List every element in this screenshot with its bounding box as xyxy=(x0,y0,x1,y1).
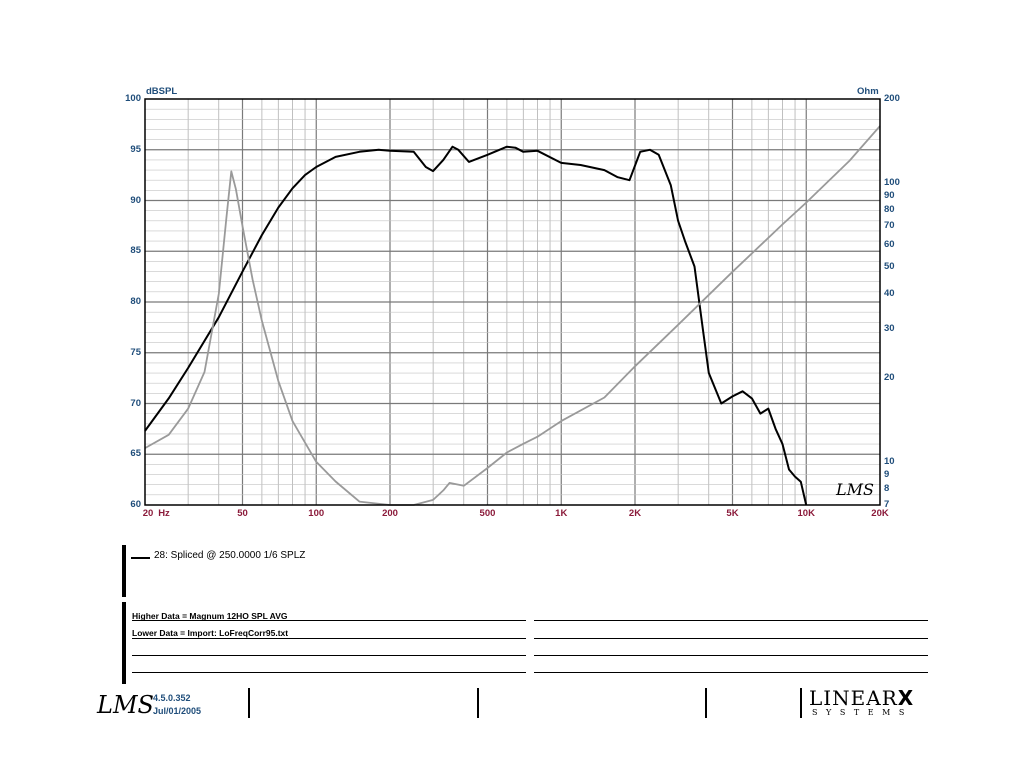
series-group xyxy=(144,125,881,506)
y-tick-label: 80 xyxy=(130,296,141,307)
y2-tick-label: 80 xyxy=(884,203,895,215)
footer-divider xyxy=(705,688,707,718)
y2-tick-label: 200 xyxy=(884,93,900,104)
y-tick-label: 100 xyxy=(125,93,141,104)
x-tick-label: 2K xyxy=(628,508,642,519)
y2-tick-label: 60 xyxy=(884,238,895,250)
x-tick-label: 200 xyxy=(382,508,398,519)
y2-tick-label: 40 xyxy=(884,287,895,299)
y2-tick-label: 100 xyxy=(884,176,900,188)
y-tick-label: 85 xyxy=(130,245,141,257)
y2-tick-label: 20 xyxy=(884,371,895,383)
footer-divider xyxy=(248,688,250,718)
spl-curve xyxy=(144,145,808,506)
x-tick-label: 10K xyxy=(797,508,815,519)
note-rule xyxy=(534,638,928,639)
linearx-logo: LINEARX xyxy=(809,686,914,710)
version-number: 4.5.0.352 xyxy=(153,693,191,703)
lms-logo: LMS xyxy=(97,691,154,719)
footer-divider xyxy=(477,688,479,718)
legend-entry: 28: Spliced @ 250.0000 1/6 SPLZ xyxy=(154,550,306,561)
x-tick-label: 1K xyxy=(555,508,568,519)
y2-tick-label: 8 xyxy=(884,482,890,494)
note-lower-data: Lower Data = Import: LoFreqCorr95.txt xyxy=(132,628,289,638)
y-tick-label: 65 xyxy=(130,448,141,460)
y2-tick-label: 70 xyxy=(884,220,895,232)
note-rule xyxy=(132,655,526,656)
footer-date: Jul/01/2005 xyxy=(153,706,202,716)
y-tick-label: 75 xyxy=(130,346,141,358)
note-rule xyxy=(132,638,526,639)
x-tick-label: 20 xyxy=(142,508,154,519)
y-tick-label: 90 xyxy=(130,194,141,206)
y-tick-label: 60 xyxy=(130,499,141,510)
x-tick-label: 5K xyxy=(726,508,739,519)
y2-tick-label: 50 xyxy=(884,260,895,272)
plot-frame xyxy=(144,98,881,506)
note-rule xyxy=(132,672,526,673)
x-tick-label: 500 xyxy=(479,508,496,519)
y2-tick-label: 9 xyxy=(884,468,890,480)
y2-tick-label: 30 xyxy=(884,322,895,334)
x-tick-label: 50 xyxy=(237,508,248,519)
brand-x: X xyxy=(897,686,915,710)
y-tick-label: 95 xyxy=(130,143,141,155)
brand-sub: S Y S T E M S xyxy=(812,708,908,717)
x-tick-label: 100 xyxy=(308,508,325,519)
y2-tick-label: 10 xyxy=(884,455,895,467)
note-rule xyxy=(534,672,928,673)
grid-lines xyxy=(145,99,880,505)
legend-bracket xyxy=(122,545,126,597)
legend-swatch xyxy=(131,557,150,559)
x-tick-label: Hz xyxy=(158,508,170,519)
note-rule xyxy=(534,655,928,656)
x-tick-label: 20K xyxy=(871,508,889,519)
right-axis-unit: Ohm xyxy=(857,86,879,97)
impedance-curve xyxy=(144,125,881,506)
y2-tick-label: 90 xyxy=(884,189,895,201)
plot-lms-watermark: LMS xyxy=(836,480,874,499)
footer-divider xyxy=(800,688,802,718)
y-tick-label: 70 xyxy=(130,397,141,409)
note-rule xyxy=(534,620,928,621)
y2-tick-label: 7 xyxy=(884,499,890,510)
note-rule xyxy=(132,620,526,621)
left-axis-unit: dBSPL xyxy=(146,86,178,97)
notes-bracket xyxy=(122,602,126,684)
note-higher-data: Higher Data = Magnum 12HO SPL AVG xyxy=(132,611,288,621)
brand-main: LINEAR xyxy=(809,686,898,710)
